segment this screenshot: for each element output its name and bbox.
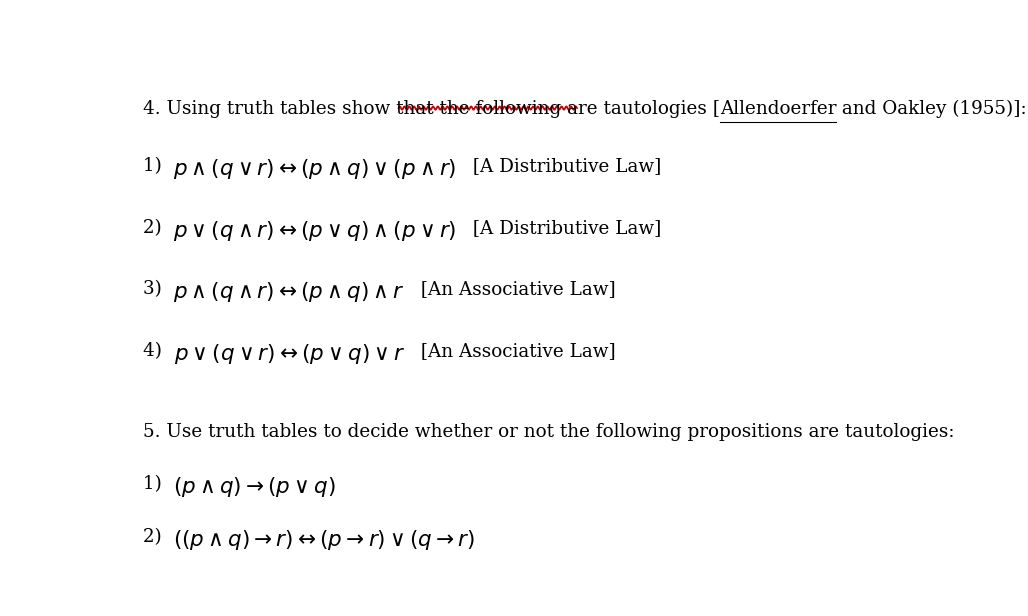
Text: $(p \wedge q) \rightarrow (p \vee q)$: $(p \wedge q) \rightarrow (p \vee q)$	[174, 475, 336, 499]
Text: 4. Using truth tables show that the following are tautologies [: 4. Using truth tables show that the foll…	[143, 100, 720, 118]
Text: 4): 4)	[143, 342, 174, 360]
Text: 1): 1)	[143, 475, 174, 493]
Text: Allendoerfer: Allendoerfer	[720, 100, 837, 118]
Text: $((p \wedge q) \rightarrow r) \leftrightarrow (p \rightarrow r) \vee (q \rightar: $((p \wedge q) \rightarrow r) \leftright…	[174, 529, 476, 553]
Text: and Oakley (1955)]:: and Oakley (1955)]:	[837, 100, 1027, 118]
Text: $p \vee (q \vee r) \leftrightarrow (p \vee q) \vee r$: $p \vee (q \vee r) \leftrightarrow (p \v…	[174, 342, 405, 366]
Text: 2): 2)	[143, 219, 174, 237]
Text: $p \vee (q \wedge r) \leftrightarrow (p \vee q) \wedge (p \vee r)$: $p \vee (q \wedge r) \leftrightarrow (p …	[174, 219, 456, 243]
Text: [An Associative Law]: [An Associative Law]	[409, 342, 616, 360]
Text: 3): 3)	[143, 280, 174, 298]
Text: [A Distributive Law]: [A Distributive Law]	[461, 219, 661, 237]
Text: $p \wedge (q \wedge r) \leftrightarrow (p \wedge q) \wedge r$: $p \wedge (q \wedge r) \leftrightarrow (…	[174, 280, 405, 304]
Text: 5. Use truth tables to decide whether or not the following propositions are taut: 5. Use truth tables to decide whether or…	[143, 423, 954, 440]
Text: 2): 2)	[143, 529, 174, 546]
Text: [A Distributive Law]: [A Distributive Law]	[461, 157, 661, 175]
Text: $p \wedge (q \vee r) \leftrightarrow (p \wedge q) \vee (p \wedge r)$: $p \wedge (q \vee r) \leftrightarrow (p …	[174, 157, 456, 181]
Text: 1): 1)	[143, 157, 174, 175]
Text: [An Associative Law]: [An Associative Law]	[409, 280, 616, 298]
